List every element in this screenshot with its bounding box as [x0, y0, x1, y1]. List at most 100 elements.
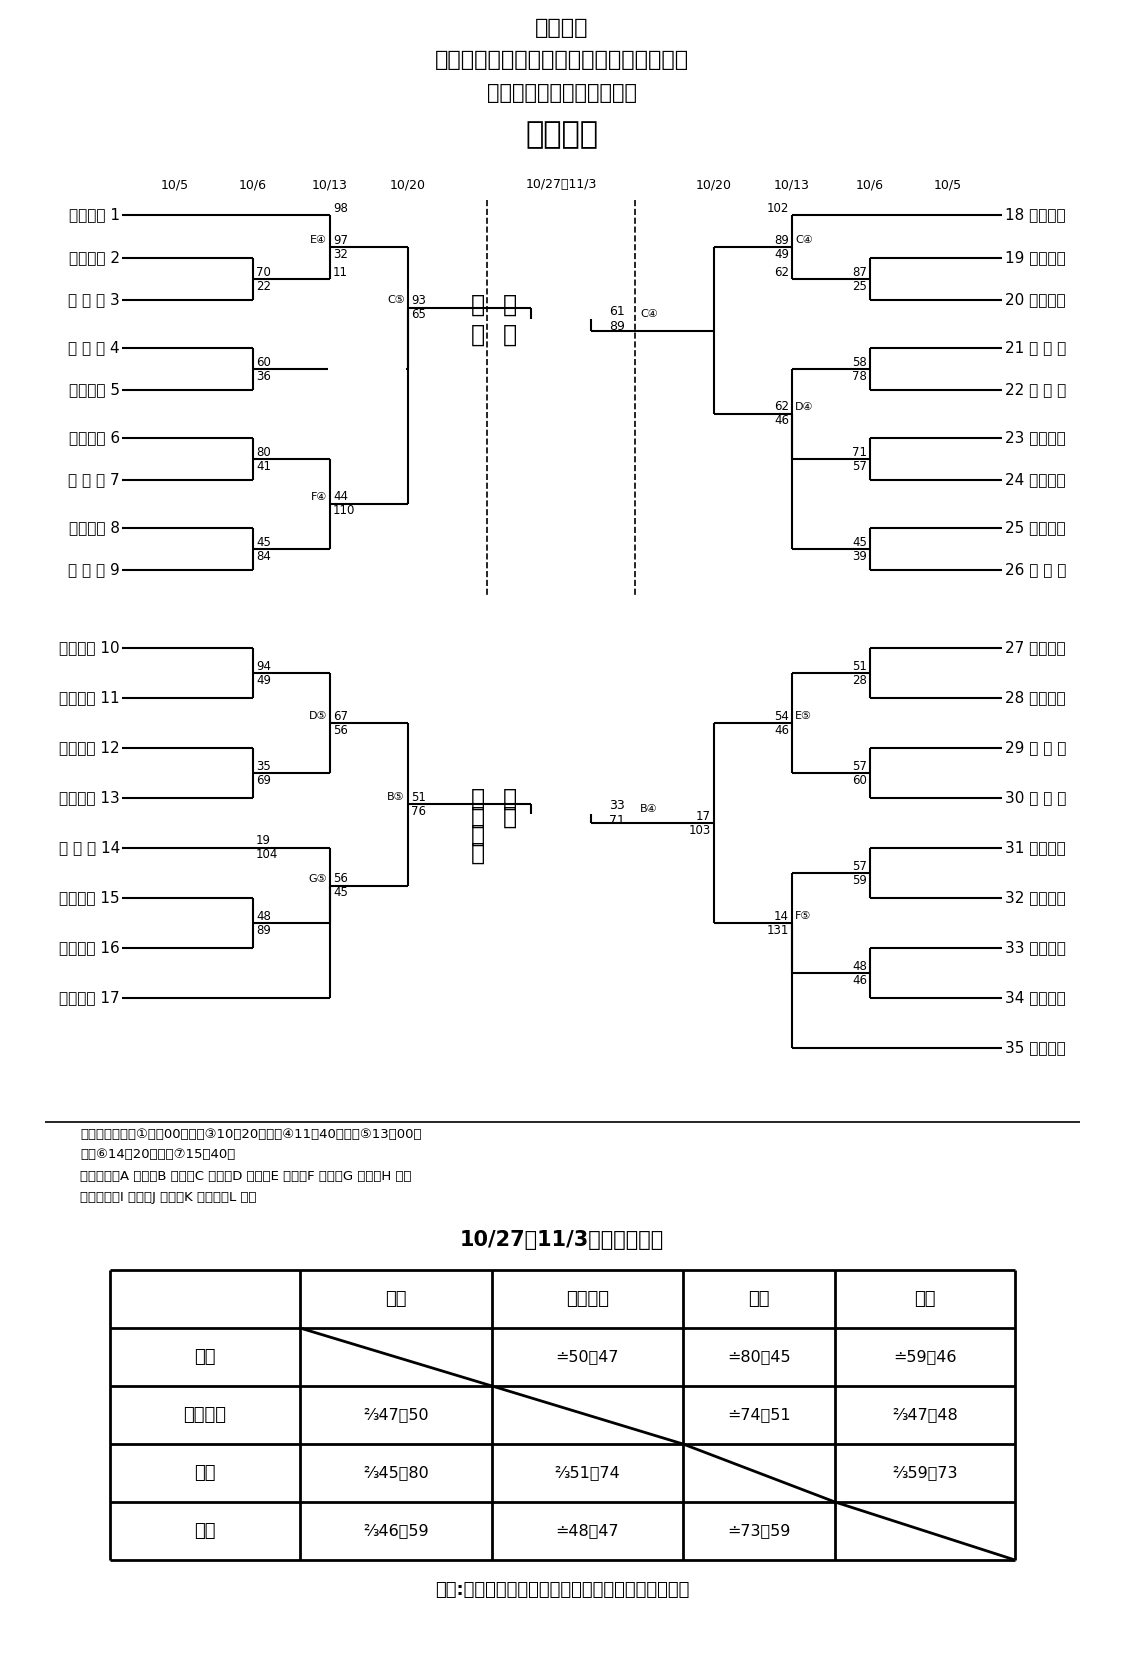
Text: D④: D④ [795, 403, 813, 413]
Text: 29 開 進 一: 29 開 進 一 [1005, 741, 1066, 756]
Text: 76: 76 [411, 805, 426, 819]
Text: バスケットボール新人大会: バスケットボール新人大会 [487, 83, 637, 103]
Text: 北　　町 6: 北 町 6 [69, 431, 120, 446]
Text: 石神井西: 石神井西 [183, 1407, 226, 1423]
Text: 36: 36 [256, 370, 271, 383]
Text: 18 貫　　井: 18 貫 井 [1005, 207, 1065, 222]
Text: 中村: 中村 [748, 1291, 770, 1307]
Text: G⑤: G⑤ [308, 873, 327, 883]
Text: 石: 石 [471, 787, 485, 810]
Text: ⅔47－50: ⅔47－50 [363, 1407, 429, 1422]
Text: 56: 56 [333, 872, 348, 885]
Text: 33 八　　坂: 33 八 坂 [1005, 941, 1065, 956]
Text: 80: 80 [256, 446, 271, 459]
Text: 48: 48 [852, 959, 867, 973]
Text: 神: 神 [471, 805, 485, 828]
Text: 28: 28 [852, 673, 867, 686]
Text: 24 大　　泉: 24 大 泉 [1005, 472, 1065, 487]
Text: 25 学　　附: 25 学 附 [1005, 520, 1065, 535]
Text: ＜男子＞: ＜男子＞ [525, 121, 598, 149]
Text: F④: F④ [310, 492, 327, 502]
Text: C⑤: C⑤ [387, 295, 405, 305]
Text: 30 開 進 三: 30 開 進 三 [1005, 790, 1066, 805]
Text: 田　　柵 1: 田 柵 1 [69, 207, 120, 222]
Text: 25: 25 [852, 280, 867, 293]
Text: 87: 87 [852, 265, 867, 278]
Text: 田柳: 田柳 [385, 1291, 407, 1307]
Text: 45: 45 [333, 886, 348, 900]
Text: 89: 89 [774, 234, 789, 247]
Text: 大　　二 12: 大 二 12 [60, 741, 120, 756]
Text: 谷原: 谷原 [195, 1523, 216, 1539]
Text: 10/13: 10/13 [312, 179, 348, 192]
Text: 田柳: 田柳 [195, 1349, 216, 1365]
Text: 71: 71 [609, 814, 626, 827]
Text: 57: 57 [852, 459, 867, 472]
Text: 60: 60 [852, 774, 867, 787]
Text: 57: 57 [852, 860, 867, 873]
Text: 33: 33 [610, 799, 626, 812]
Text: ≐48－47: ≐48－47 [556, 1523, 619, 1538]
Text: 46: 46 [852, 974, 867, 986]
Text: 41: 41 [256, 459, 271, 472]
Text: ≐80－45: ≐80－45 [727, 1349, 791, 1364]
Text: 44: 44 [333, 490, 348, 504]
Text: E④: E④ [310, 235, 327, 245]
Text: 89: 89 [609, 320, 626, 333]
Text: ≐74－51: ≐74－51 [727, 1407, 791, 1422]
Text: 89: 89 [256, 923, 271, 936]
Text: 西: 西 [471, 840, 485, 865]
Text: 110: 110 [333, 504, 356, 517]
Text: 令和元年度練馬区中学校生徒総合体育大会: 令和元年度練馬区中学校生徒総合体育大会 [435, 50, 688, 70]
Text: 102: 102 [766, 202, 789, 214]
Text: 23 中　　村: 23 中 村 [1005, 431, 1065, 446]
Text: 84: 84 [256, 550, 271, 562]
Text: 70: 70 [256, 265, 271, 278]
Text: 31 武　　蔵: 31 武 蔵 [1005, 840, 1065, 855]
Text: 原: 原 [503, 805, 518, 828]
Text: 20 大　　北: 20 大 北 [1005, 293, 1065, 308]
Text: 67: 67 [333, 709, 348, 722]
Text: 32 豊　　溪: 32 豊 溪 [1005, 890, 1065, 905]
Text: 中: 中 [503, 292, 518, 316]
Text: 62: 62 [774, 401, 789, 414]
Text: 69: 69 [256, 774, 271, 787]
Text: B⑤: B⑤ [387, 792, 405, 802]
Text: 97: 97 [333, 234, 348, 247]
Text: 45: 45 [256, 535, 271, 548]
Text: 三 原 台 7: 三 原 台 7 [69, 472, 120, 487]
Text: 10/27・11/3　決勝リーグ: 10/27・11/3 決勝リーグ [460, 1229, 664, 1249]
Text: 27 石神井南: 27 石神井南 [1005, 641, 1065, 656]
Text: 45: 45 [852, 535, 867, 548]
Text: 10/13: 10/13 [774, 179, 810, 192]
Text: 59: 59 [852, 873, 867, 886]
Text: 田: 田 [471, 292, 485, 316]
Text: 井: 井 [471, 822, 485, 847]
Text: 48: 48 [256, 910, 271, 923]
Text: 32: 32 [333, 247, 348, 260]
Text: 19 豊　　二: 19 豊 二 [1005, 250, 1065, 265]
Text: 10/27・11/3: 10/27・11/3 [525, 179, 596, 192]
Text: 28 光　　二: 28 光 二 [1005, 691, 1065, 706]
Text: 豊　　玉 10: 豊 玉 10 [60, 641, 120, 656]
Text: ⅔46－59: ⅔46－59 [363, 1523, 429, 1538]
Text: I 光三　J 谷原　K 三原台　L 豊溪: I 光三 J 谷原 K 三原台 L 豊溪 [80, 1190, 256, 1203]
Text: 10/6: 10/6 [856, 179, 884, 192]
Text: 35: 35 [256, 759, 271, 772]
Text: ≐73－59: ≐73－59 [728, 1523, 791, 1538]
Text: 61: 61 [610, 305, 626, 318]
Text: 柵: 柵 [471, 321, 485, 346]
Text: C④: C④ [795, 235, 812, 245]
Text: 10/20: 10/20 [696, 179, 732, 192]
Text: 10/5: 10/5 [934, 179, 962, 192]
Text: 17: 17 [696, 810, 711, 822]
Text: 103: 103 [688, 824, 711, 837]
Text: ⅔45－80: ⅔45－80 [363, 1465, 429, 1480]
Text: 村: 村 [503, 321, 518, 346]
Text: 谷原: 谷原 [915, 1291, 936, 1307]
Text: 51: 51 [852, 659, 867, 673]
Text: 14: 14 [774, 910, 789, 923]
Text: 光　　三 13: 光 三 13 [60, 790, 120, 805]
Text: 大　　西 16: 大 西 16 [60, 941, 120, 956]
Text: D⑤: D⑤ [308, 711, 327, 721]
